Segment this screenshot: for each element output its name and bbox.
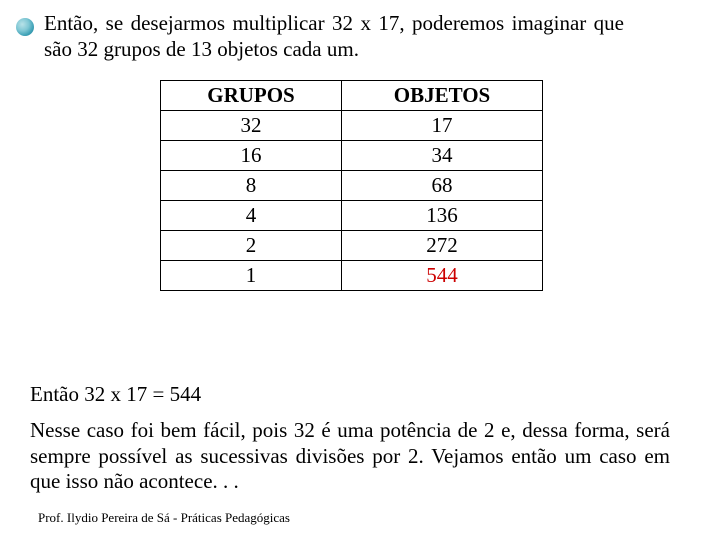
cell: 34 (342, 141, 543, 171)
footer-credit: Prof. Ilydio Pereira de Sá - Práticas Pe… (38, 510, 290, 526)
intro-paragraph: Então, se desejarmos multiplicar 32 x 17… (44, 10, 624, 63)
cell: 17 (342, 111, 543, 141)
table-row: 8 68 (161, 171, 543, 201)
table-row: 4 136 (161, 201, 543, 231)
cell: 4 (161, 201, 342, 231)
cell: 16 (161, 141, 342, 171)
cell: 1 (161, 261, 342, 291)
table: GRUPOS OBJETOS 32 17 16 34 8 68 4 136 2 … (160, 80, 543, 291)
table-row: 2 272 (161, 231, 543, 261)
cell: 2 (161, 231, 342, 261)
explanation-paragraph: Nesse caso foi bem fácil, pois 32 é uma … (30, 418, 670, 495)
table-row: 1 544 (161, 261, 543, 291)
cell: 8 (161, 171, 342, 201)
cell: 68 (342, 171, 543, 201)
col-header-objetos: OBJETOS (342, 81, 543, 111)
cell: 32 (161, 111, 342, 141)
equation-line: Então 32 x 17 = 544 (30, 382, 201, 407)
table-header-row: GRUPOS OBJETOS (161, 81, 543, 111)
bullet-decor (16, 18, 34, 36)
cell: 136 (342, 201, 543, 231)
cell: 272 (342, 231, 543, 261)
cell-result: 544 (342, 261, 543, 291)
multiplication-table: GRUPOS OBJETOS 32 17 16 34 8 68 4 136 2 … (160, 80, 543, 291)
table-row: 32 17 (161, 111, 543, 141)
table-row: 16 34 (161, 141, 543, 171)
col-header-grupos: GRUPOS (161, 81, 342, 111)
